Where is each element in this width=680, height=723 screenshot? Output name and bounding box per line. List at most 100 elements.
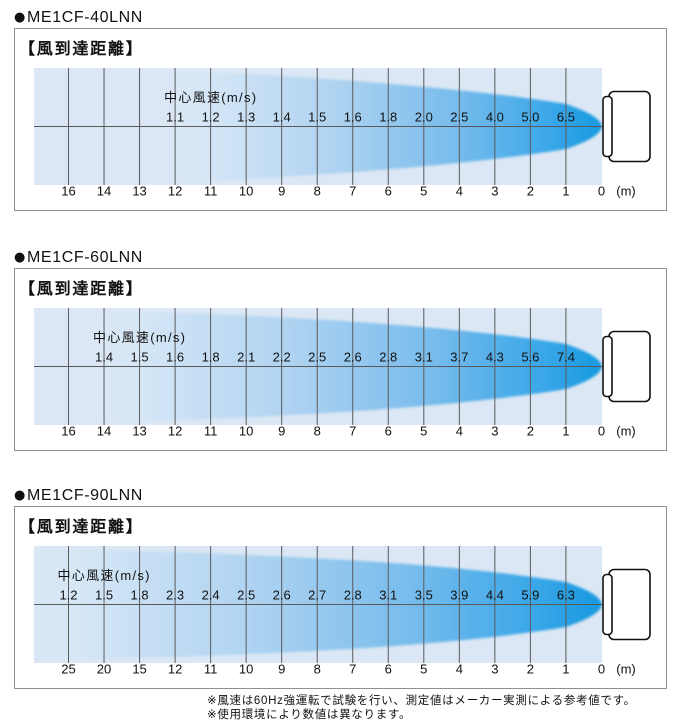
fan-unit-icon xyxy=(602,330,651,403)
center-wind-speed-value: 1.8 xyxy=(202,350,220,365)
panel-title-bullet: ● xyxy=(14,10,25,25)
panel-heading: 【風到達距離】 xyxy=(19,39,144,58)
center-wind-speed-value: 1.5 xyxy=(131,350,149,365)
panel-model-name: ME1CF-40LNN xyxy=(27,9,143,26)
center-wind-speed-value: 3.5 xyxy=(415,588,433,603)
fan-unit-front-grille xyxy=(602,573,613,636)
distance-tick-label: 11 xyxy=(204,662,218,677)
fan-unit-body xyxy=(608,568,651,641)
center-wind-speed-value: 6.5 xyxy=(557,110,575,125)
center-wind-speed-value: 5.6 xyxy=(521,350,539,365)
center-wind-speed-value: 2.7 xyxy=(308,588,326,603)
panel-title-bullet: ● xyxy=(14,488,25,503)
panel-heading: 【風到達距離】 xyxy=(19,517,144,536)
distance-tick-label: 2 xyxy=(527,662,534,677)
distance-tick-label: 5 xyxy=(420,184,427,199)
center-wind-speed-value: 5.0 xyxy=(521,110,539,125)
center-wind-speed-value: 2.5 xyxy=(237,588,255,603)
fan-unit-body xyxy=(608,90,651,163)
center-wind-speed-label: 中心風速(m/s) xyxy=(164,90,257,105)
center-wind-speed-value: 2.4 xyxy=(202,588,220,603)
distance-tick-label: 0 xyxy=(598,424,605,439)
center-wind-speed-value: 2.8 xyxy=(344,588,362,603)
center-wind-speed-value: 1.2 xyxy=(202,110,220,125)
center-wind-speed-value: 2.1 xyxy=(237,350,255,365)
center-wind-speed-value: 2.6 xyxy=(344,350,362,365)
distance-tick-label: 6 xyxy=(385,184,392,199)
distance-tick-label: 3 xyxy=(491,184,498,199)
fan-unit-front-grille xyxy=(602,335,613,398)
air-reach-panels: ● ME1CF-40LNN【風到達距離】中心風速(m/s)1.1 1.2 1.3 1.4… xyxy=(14,9,667,689)
distance-tick-label: 10 xyxy=(239,184,253,199)
distance-unit-label: (m) xyxy=(616,184,636,199)
distance-tick-label: 8 xyxy=(314,184,321,199)
distance-tick-label: 1 xyxy=(562,662,569,677)
distance-tick-label: 3 xyxy=(491,662,498,677)
distance-tick-label: 3 xyxy=(491,424,498,439)
center-wind-speed-label: 中心風速(m/s) xyxy=(93,330,186,345)
air-reach-panel: ● ME1CF-90LNN 【風到達距離】中心風速(m/s) 1.2 1.5 1.8 2.3… xyxy=(14,487,667,689)
air-reach-panel: ● ME1CF-40LNN 【風到達距離】中心風速(m/s) 1.1 1.2 1.3 1.4… xyxy=(14,9,667,211)
center-wind-speed-value: 2.5 xyxy=(308,350,326,365)
distance-unit-label: (m) xyxy=(616,662,636,677)
center-wind-speed-value: 3.1 xyxy=(379,588,397,603)
distance-tick-label: 16 xyxy=(61,184,75,199)
fan-unit-body xyxy=(608,330,651,403)
center-wind-speed-value: 2.6 xyxy=(273,588,291,603)
center-wind-speed-value: 1.3 xyxy=(237,110,255,125)
distance-tick-label: 7 xyxy=(349,424,356,439)
center-wind-speed-value: 7.4 xyxy=(557,350,575,365)
center-wind-speed-value: 3.9 xyxy=(450,588,468,603)
distance-tick-label: 6 xyxy=(385,662,392,677)
center-wind-speed-value: 4.0 xyxy=(486,110,504,125)
distance-tick-label: 13 xyxy=(132,184,146,199)
center-wind-speed-value: 3.1 xyxy=(415,350,433,365)
center-wind-speed-value: 2.5 xyxy=(450,110,468,125)
distance-tick-label: 9 xyxy=(278,184,285,199)
distance-tick-label: 12 xyxy=(168,662,182,677)
distance-tick-label: 2 xyxy=(527,184,534,199)
distance-tick-label: 4 xyxy=(456,662,463,677)
distance-tick-label: 6 xyxy=(385,424,392,439)
fan-unit-front-grille xyxy=(602,95,613,158)
distance-tick-label: 16 xyxy=(61,424,75,439)
center-wind-speed-value: 1.2 xyxy=(59,588,77,603)
footnotes: ※風速は60Hz強運転で試験を行い、測定値はメーカー実測による参考値です。 ※使… xyxy=(207,693,636,721)
footnote-environment-note: ※使用環境により数値は異なります。 xyxy=(207,707,411,721)
distance-tick-label: 9 xyxy=(278,424,285,439)
distance-tick-label: 7 xyxy=(349,184,356,199)
distance-tick-label: 25 xyxy=(61,662,75,677)
center-wind-speed-value: 2.2 xyxy=(273,350,291,365)
distance-tick-label: 10 xyxy=(239,662,253,677)
distance-tick-label: 14 xyxy=(97,184,111,199)
distance-tick-label: 8 xyxy=(314,424,321,439)
distance-tick-label: 1 xyxy=(562,184,569,199)
distance-tick-label: 12 xyxy=(168,424,182,439)
distance-tick-label: 11 xyxy=(204,184,218,199)
distance-tick-label: 13 xyxy=(132,424,146,439)
center-wind-speed-value: 2.8 xyxy=(379,350,397,365)
distance-unit-label: (m) xyxy=(616,424,636,439)
distance-tick-label: 2 xyxy=(527,424,534,439)
distance-tick-label: 1 xyxy=(562,424,569,439)
footnote-test-conditions: ※風速は60Hz強運転で試験を行い、測定値はメーカー実測による参考値です。 xyxy=(207,693,636,707)
center-wind-speed-label: 中心風速(m/s) xyxy=(58,568,151,583)
distance-tick-label: 0 xyxy=(598,662,605,677)
distance-tick-label: 5 xyxy=(420,424,427,439)
center-wind-speed-value: 1.6 xyxy=(344,110,362,125)
distance-tick-label: 0 xyxy=(598,184,605,199)
center-wind-speed-value: 2.0 xyxy=(415,110,433,125)
distance-tick-label: 15 xyxy=(132,662,146,677)
panel-model-name: ME1CF-90LNN xyxy=(27,487,143,504)
fan-unit-icon xyxy=(602,90,651,163)
distance-tick-label: 11 xyxy=(204,424,218,439)
center-wind-speed-value: 4.4 xyxy=(486,588,504,603)
distance-tick-label: 5 xyxy=(420,662,427,677)
center-wind-speed-value: 1.5 xyxy=(308,110,326,125)
center-wind-speed-value: 1.1 xyxy=(166,110,184,125)
center-wind-speed-value: 1.8 xyxy=(379,110,397,125)
fan-unit-icon xyxy=(602,568,651,641)
distance-tick-label: 9 xyxy=(278,662,285,677)
center-wind-speed-value: 1.4 xyxy=(273,110,291,125)
